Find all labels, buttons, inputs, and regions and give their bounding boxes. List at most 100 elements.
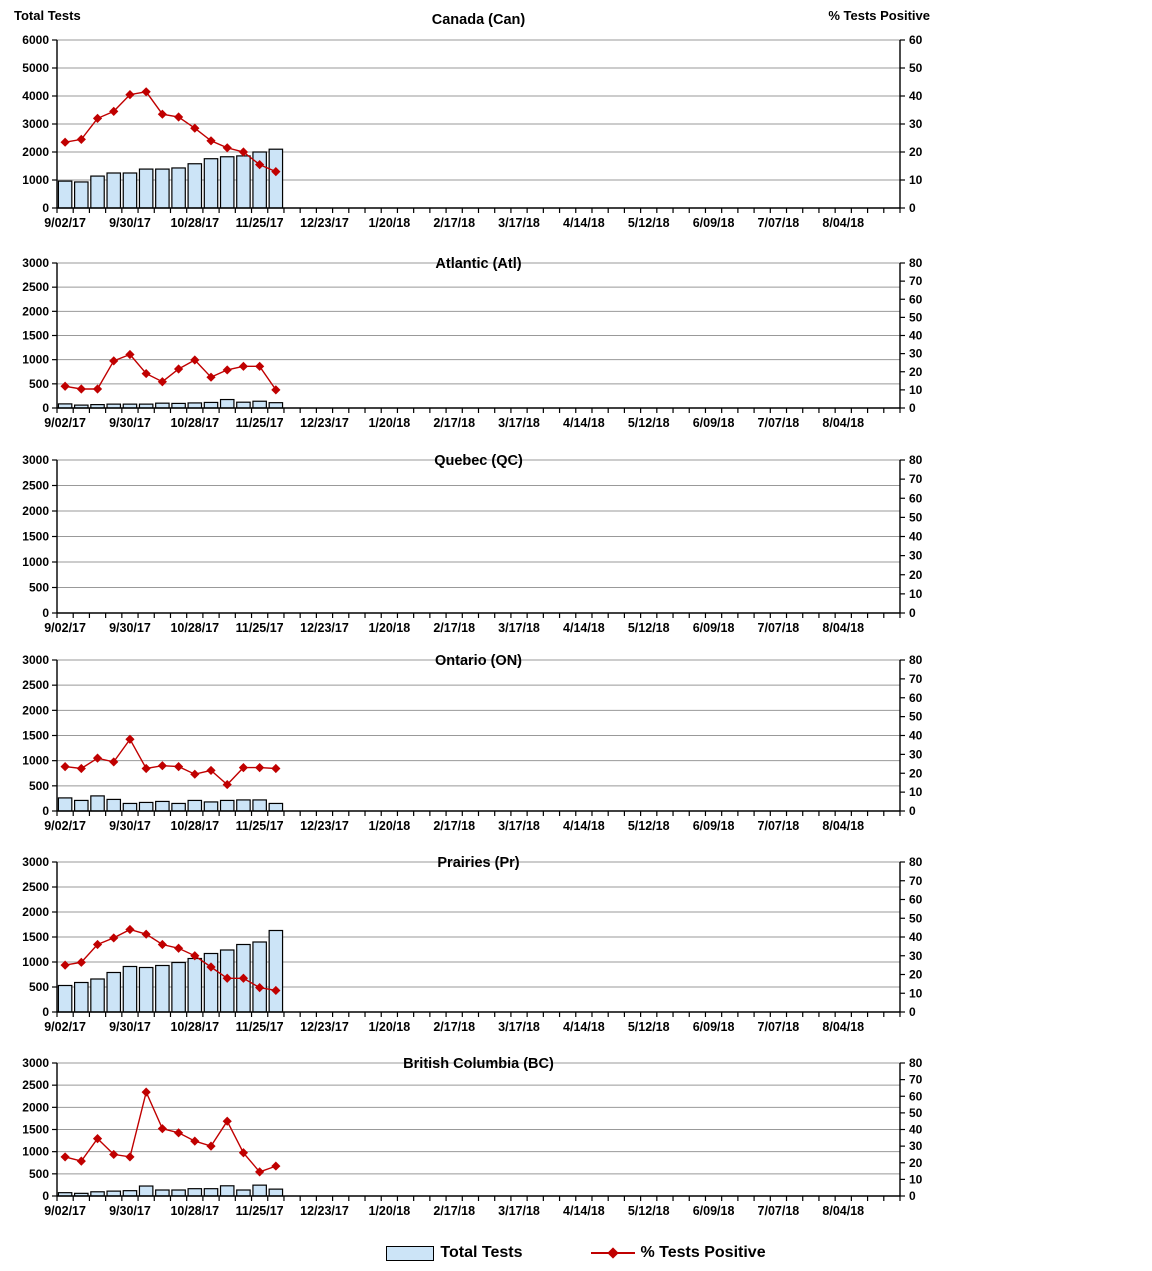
left-axis-tick-label: 0 [42,1189,49,1203]
total-tests-bar [252,799,267,812]
x-axis-tick-label: 7/07/18 [758,216,800,230]
x-axis-tick-label: 9/30/17 [109,416,151,430]
pct-positive-markers [60,734,281,790]
diamond-marker [190,355,200,365]
chart-canada: 0 1000 2000 3000 4000 5000 6000 0 10 20 30 40 50 60 9/… [22,12,923,230]
diamond-marker [76,763,86,774]
x-axis-tick-label: 5/12/18 [628,621,670,635]
right-axis-tick-label: 30 [909,117,923,131]
right-axis-tick-label: 30 [909,347,923,361]
diamond-marker [60,137,70,147]
x-axis-tick-label: 10/28/17 [170,819,219,833]
total-tests-bar [57,797,73,812]
diamond-marker [238,973,249,983]
diamond-marker [238,147,249,157]
total-tests-bar [236,799,251,812]
diamond-marker [92,753,103,763]
total-tests-bar [155,1189,170,1197]
x-axis-tick-label: 6/09/18 [693,1020,735,1034]
x-axis-tick-label: 12/23/17 [300,216,349,230]
diamond-marker [141,87,151,97]
right-axis-tick-label: 10 [909,383,923,397]
x-axis-tick-label: 4/14/18 [563,621,605,635]
chart-british-columbia: 0 500 1000 1500 2000 2500 3000 0 10 20 30 40 50 60 70 8… [22,1056,923,1218]
left-axis-tick-label: 1500 [22,1123,49,1137]
total-tests-bar [252,941,267,1013]
diamond-marker [157,377,167,387]
right-axis-tick-label: 10 [909,587,923,601]
x-axis-tick-label: 2/17/18 [433,216,475,230]
total-tests-bars [57,929,284,1013]
right-axis-tick-label: 20 [909,365,923,379]
total-tests-bar [219,1185,235,1197]
right-axis-tick-label: 30 [909,949,923,963]
total-tests-bar [171,961,186,1013]
right-axis-tick-label: 0 [909,1189,916,1203]
left-axis-tick-label: 1000 [22,754,49,768]
right-axis-tick-label: 0 [909,804,916,818]
total-tests-bar [90,978,105,1013]
diamond-marker [190,769,200,779]
x-axis-tick-label: 10/28/17 [170,416,219,430]
right-axis-tick-label: 40 [909,329,923,343]
right-axis-tick-label: 50 [909,710,923,724]
diamond-marker [255,983,265,993]
x-axis-tick-label: 1/20/18 [368,216,410,230]
left-axis-tick-label: 2000 [22,504,49,518]
total-tests-bar [187,799,203,812]
x-axis-tick-label: 4/14/18 [563,1020,605,1034]
x-axis-tick-label: 2/17/18 [433,621,475,635]
diamond-marker [92,384,103,394]
total-tests-bar [203,1188,219,1197]
left-axis-tick-label: 2500 [22,280,49,294]
left-axis-tick-label: 3000 [22,453,49,467]
x-axis-tick-label: 9/30/17 [109,1020,151,1034]
x-axis-tick-label: 10/28/17 [170,1020,219,1034]
right-axis-tick-label: 0 [909,1005,916,1019]
total-tests-bar [155,168,170,209]
right-axis-tick-label: 30 [909,549,923,563]
right-axis-tick-label: 80 [909,1056,923,1070]
x-axis-tick-label: 3/17/18 [498,216,540,230]
right-axis-tick-label: 50 [909,510,923,524]
diamond-marker [222,365,232,375]
diamond-marker [255,361,265,371]
x-axis-tick-label: 10/28/17 [170,1204,219,1218]
right-axis-tick-label: 60 [909,491,923,505]
right-axis-tick-label: 10 [909,986,923,1000]
x-axis-tick-label: 1/20/18 [368,416,410,430]
total-tests-bar [106,172,122,209]
right-axis-tick-label: 60 [909,893,923,907]
diamond-marker [271,1161,281,1171]
chart-title: British Columbia (BC) [403,1056,554,1072]
left-axis-tick-label: 2500 [22,1078,49,1092]
diamond-marker [141,929,151,939]
x-axis-tick-label: 9/02/17 [44,216,86,230]
pct-positive-markers [60,1087,281,1177]
diamond-marker [109,933,119,943]
diamond-marker [141,763,151,774]
left-axis-header: Total Tests [14,8,81,23]
total-tests-bar [268,148,284,209]
left-axis-tick-label: 0 [42,606,49,620]
left-axis-tick-label: 1000 [22,955,49,969]
pct-positive-markers [60,87,281,177]
x-axis-tick-label: 7/07/18 [758,819,800,833]
x-axis-tick-label: 5/12/18 [628,216,670,230]
diamond-marker [109,106,119,116]
right-axis-tick-label: 20 [909,145,923,159]
x-axis-tick-label: 1/20/18 [368,1020,410,1034]
x-axis-tick-label: 11/25/17 [236,1204,284,1218]
total-tests-bar [252,1184,267,1197]
total-tests-bar [187,163,203,209]
left-axis-tick-label: 1000 [22,173,49,187]
x-axis-tick-label: 9/02/17 [44,1204,86,1218]
left-axis-tick-label: 6000 [22,33,49,47]
x-axis-tick-label: 4/14/18 [563,819,605,833]
x-axis-tick-label: 4/14/18 [563,216,605,230]
x-axis-tick-label: 4/14/18 [563,1204,605,1218]
diamond-marker [141,368,151,379]
diamond-marker [92,939,103,950]
x-axis-tick-label: 2/17/18 [433,1204,475,1218]
